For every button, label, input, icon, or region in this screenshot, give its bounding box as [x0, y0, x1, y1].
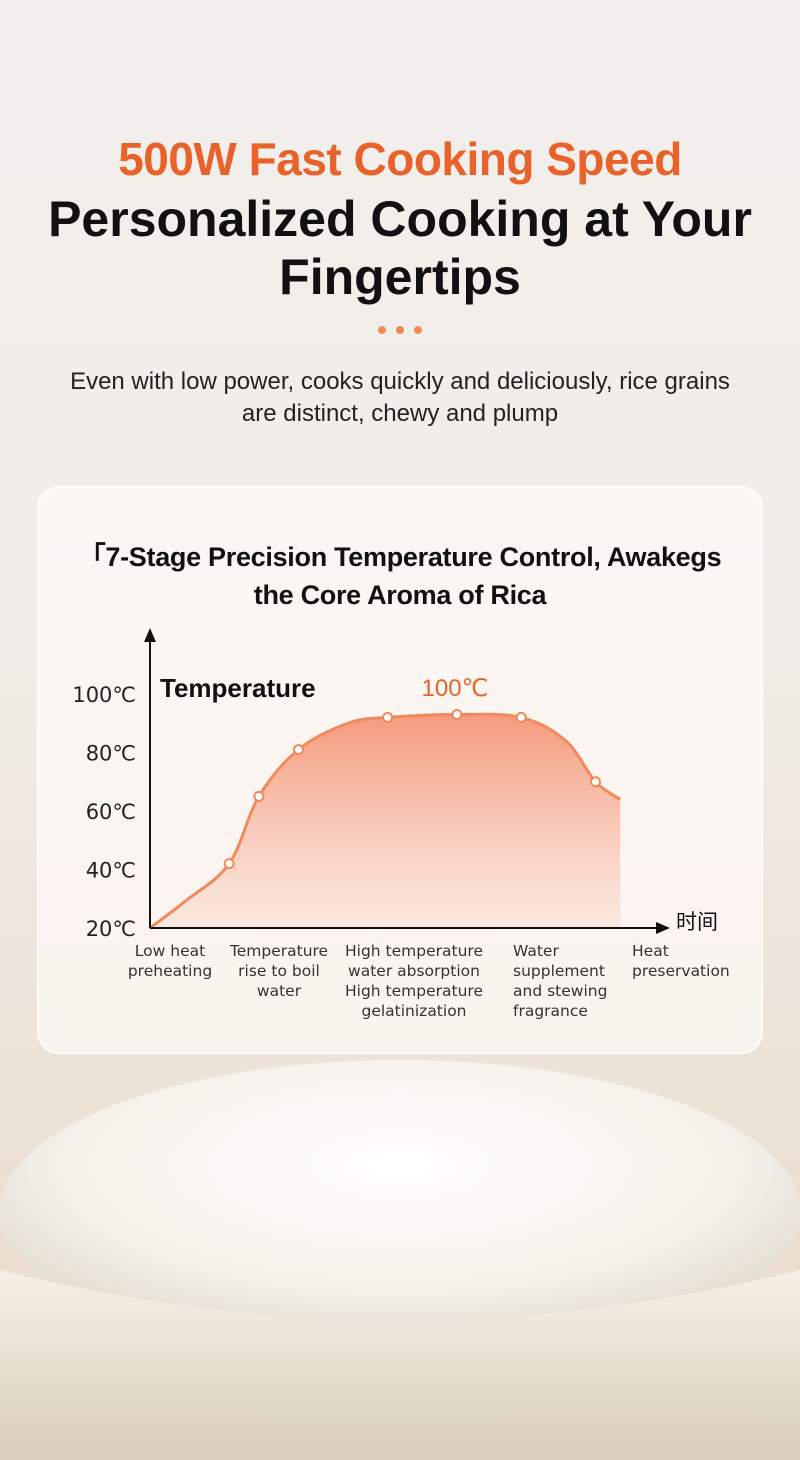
y-axis-label: Temperature	[160, 673, 316, 703]
x-axis-arrow	[656, 922, 670, 934]
chart-title: 「7-Stage Precision Temperature Control, …	[78, 542, 722, 610]
speed-title: 500W Fast Cooking Speed	[118, 133, 682, 185]
main-title: Personalized Cooking at Your Fingertips	[48, 191, 752, 305]
data-point	[253, 790, 265, 802]
y-tick-label: 20℃	[86, 917, 136, 941]
y-tick-label: 60℃	[86, 800, 136, 824]
data-point	[223, 858, 235, 870]
temperature-area	[150, 714, 621, 928]
data-point	[451, 708, 463, 720]
y-tick-label: 100℃	[72, 683, 136, 707]
y-tick-label: 80℃	[86, 742, 136, 766]
y-tick-label: 40℃	[86, 859, 136, 883]
subtitle: Even with low power, cooks quickly and d…	[70, 368, 730, 427]
rice-bowl-illustration	[0, 1060, 800, 1460]
data-point	[293, 744, 304, 756]
stage-label: Low heat preheating	[128, 942, 212, 980]
temperature-chart: Temperature 100℃ 80℃ 60℃ 40℃ 20℃ 100℃ 时间 Low…	[72, 628, 730, 1020]
data-point	[590, 776, 601, 788]
stage-label: Water supplement and stewing fragrance	[513, 942, 607, 1020]
data-point	[382, 711, 394, 723]
peak-annotation: 100℃	[422, 675, 489, 702]
ylabel-background	[154, 668, 318, 710]
bowl	[0, 1270, 800, 1460]
stage-label: Temperature rise to boil water	[229, 942, 328, 1000]
data-point	[515, 711, 527, 723]
rice-mound	[0, 1060, 800, 1360]
stage-label: High temperature water absorption High tem…	[345, 942, 483, 1020]
decorative-dots	[378, 326, 422, 336]
y-axis-arrow	[144, 628, 156, 642]
stage-label: Heat preservation	[632, 942, 730, 980]
x-axis-label: 时间	[676, 910, 718, 934]
